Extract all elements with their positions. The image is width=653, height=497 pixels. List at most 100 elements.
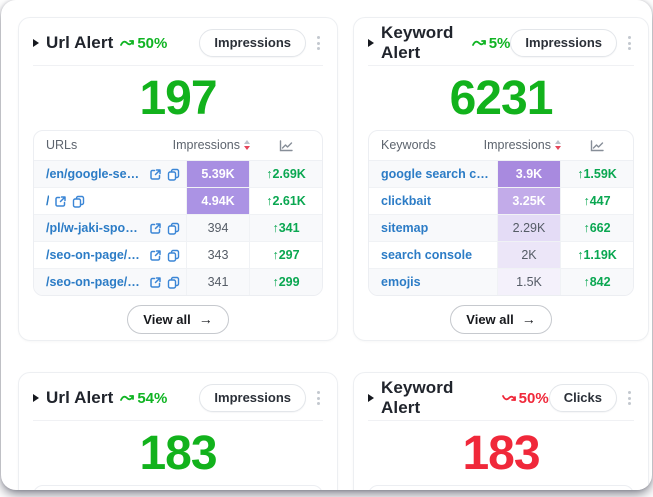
column-header-name: Keywords — [369, 486, 518, 490]
column-header-name: URLs — [46, 138, 78, 152]
impressions-value: 3.25K — [497, 188, 560, 214]
column-header-metric: Impressions — [483, 138, 551, 152]
metric-select-button[interactable]: Impressions — [199, 29, 306, 57]
copy-icon[interactable] — [72, 195, 85, 208]
change-value: ↑297 — [249, 242, 322, 268]
arrow-right-icon: → — [521, 311, 536, 327]
alert-total: 6231 — [449, 72, 554, 125]
table-row: /seo-on-page/#%C2... 341 ↑299 — [34, 269, 322, 295]
trend-badge: 5% — [471, 34, 511, 52]
copy-icon[interactable] — [167, 276, 180, 289]
trend-percent: 5% — [488, 34, 511, 52]
card-header: Keyword Alert 50% Clicks — [368, 378, 634, 417]
card-keyword-alert-clicks: Keyword Alert 50% Clicks 183 Keywords Cl… — [353, 372, 649, 490]
keyword-link[interactable]: emojis — [381, 275, 421, 289]
keyword-link[interactable]: sitemap — [381, 221, 429, 235]
sort-icon[interactable] — [244, 140, 250, 150]
sort-icon[interactable] — [555, 140, 561, 150]
kebab-menu-icon[interactable] — [625, 32, 634, 54]
table-row: google search console 3.9K ↑1.59K — [369, 161, 633, 188]
trend-badge: 50% — [120, 35, 167, 52]
column-header-name: Keywords — [381, 138, 436, 152]
card-title: Keyword Alert — [381, 23, 454, 62]
view-all-button[interactable]: View all → — [127, 305, 229, 334]
chart-toggle[interactable] — [250, 139, 322, 152]
kebab-menu-icon[interactable] — [314, 387, 323, 409]
kebab-menu-icon[interactable] — [314, 32, 323, 54]
change-value: ↑299 — [249, 269, 322, 295]
impressions-value: 5.39K — [186, 161, 249, 187]
url-link[interactable]: /seo-on-page/#Facto... — [46, 248, 144, 262]
alert-table: URLs Impressions — [33, 485, 323, 490]
table-row: sitemap 2.29K ↑662 — [369, 215, 633, 242]
trend-up-icon — [120, 395, 135, 401]
card-header: Keyword Alert 5% Impressions — [368, 23, 634, 62]
table-header: Keywords Clicks — [369, 486, 633, 490]
copy-icon[interactable] — [167, 168, 180, 181]
change-value: ↑1.59K — [560, 161, 633, 187]
header-divider — [368, 65, 634, 66]
table-row: emojis 1.5K ↑842 — [369, 269, 633, 295]
alert-total: 183 — [139, 427, 217, 480]
trend-percent: 50% — [518, 389, 549, 407]
card-header: Url Alert 50% Impressions — [33, 29, 323, 57]
card-title: Url Alert — [46, 388, 114, 407]
card-url-alert-impressions: Url Alert 50% Impressions 197 URLs Impre… — [18, 17, 338, 341]
impressions-value: 341 — [186, 269, 249, 295]
url-link[interactable]: /pl/w-jaki-sposob-nal... — [46, 221, 144, 235]
change-value: ↑447 — [560, 188, 633, 214]
trend-percent: 54% — [137, 389, 168, 407]
table-row: clickbait 3.25K ↑447 — [369, 188, 633, 215]
change-value: ↑2.61K — [249, 188, 322, 214]
view-all-button[interactable]: View all → — [450, 305, 552, 334]
change-value: ↑2.69K — [249, 161, 322, 187]
chart-icon — [279, 139, 293, 151]
external-link-icon[interactable] — [149, 222, 162, 235]
copy-icon[interactable] — [167, 249, 180, 262]
card-keyword-alert-impressions: Keyword Alert 5% Impressions 6231 Keywor… — [353, 17, 649, 341]
url-link[interactable]: / — [46, 194, 50, 208]
table-header: Keywords Impressions — [369, 131, 633, 161]
collapse-caret-icon[interactable] — [33, 394, 39, 402]
alert-table: Keywords Clicks — [368, 485, 634, 490]
keyword-link[interactable]: google search console — [381, 167, 491, 181]
alert-total: 197 — [139, 72, 217, 125]
impressions-value: 394 — [186, 215, 249, 241]
change-value: ↑842 — [560, 269, 633, 295]
metric-select-button[interactable]: Clicks — [548, 384, 617, 412]
trend-up-icon — [120, 40, 135, 46]
metric-select-button[interactable]: Impressions — [510, 29, 617, 57]
copy-icon[interactable] — [167, 222, 180, 235]
column-header-metric: Impressions — [172, 138, 240, 152]
collapse-caret-icon[interactable] — [368, 39, 374, 47]
external-link-icon[interactable] — [54, 195, 67, 208]
table-header: URLs Impressions — [34, 131, 322, 161]
impressions-value: 3.9K — [497, 161, 560, 187]
collapse-caret-icon[interactable] — [33, 39, 39, 47]
external-link-icon[interactable] — [149, 276, 162, 289]
card-header: Url Alert 54% Impressions — [33, 384, 323, 412]
collapse-caret-icon[interactable] — [368, 394, 374, 402]
kebab-menu-icon[interactable] — [625, 387, 634, 409]
keyword-link[interactable]: search console — [381, 248, 473, 262]
change-value: ↑1.19K — [560, 242, 633, 268]
metric-select-button[interactable]: Impressions — [199, 384, 306, 412]
header-divider — [33, 65, 323, 66]
card-title: Keyword Alert — [381, 378, 454, 417]
url-link[interactable]: /en/google-search-c... — [46, 167, 144, 181]
external-link-icon[interactable] — [149, 249, 162, 262]
chart-toggle[interactable] — [561, 139, 633, 152]
card-title: Url Alert — [46, 33, 114, 52]
table-row: /en/google-search-c... 5.39K ↑2.69K — [34, 161, 322, 188]
trend-down-icon — [501, 395, 516, 401]
external-link-icon[interactable] — [149, 168, 162, 181]
keyword-link[interactable]: clickbait — [381, 194, 432, 208]
table-row: / 4.94K ↑2.61K — [34, 188, 322, 215]
trend-up-icon — [471, 40, 486, 46]
alert-table: URLs Impressions /en/google-search-c... … — [33, 130, 323, 296]
alert-table: Keywords Impressions google search conso… — [368, 130, 634, 296]
table-row: /pl/w-jaki-sposob-nal... 394 ↑341 — [34, 215, 322, 242]
url-link[interactable]: /seo-on-page/#%C2... — [46, 275, 144, 289]
trend-badge: 50% — [501, 389, 549, 407]
